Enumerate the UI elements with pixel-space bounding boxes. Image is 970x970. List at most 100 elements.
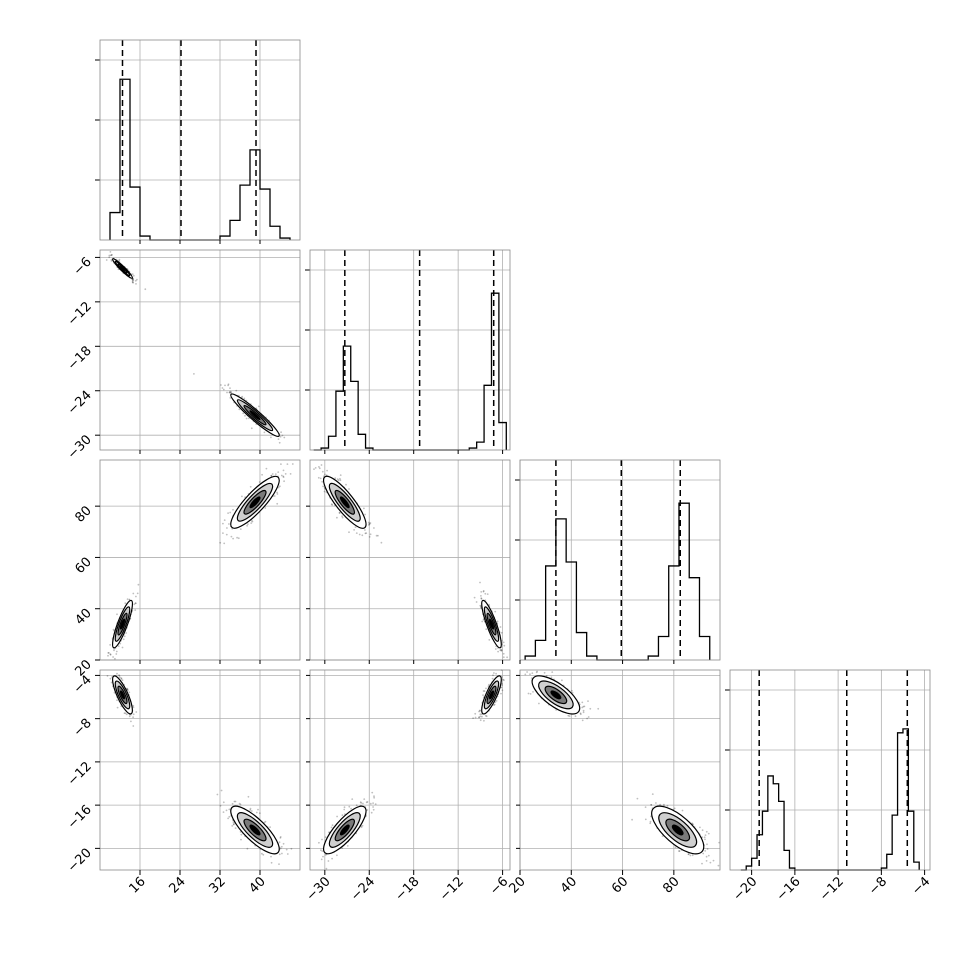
scatter-point <box>121 646 124 649</box>
x-tick-label: 32 <box>207 874 229 896</box>
contour-level <box>488 690 495 700</box>
scatter-point <box>313 468 315 470</box>
scatter-point <box>493 672 495 674</box>
scatter-point <box>336 815 338 818</box>
scatter-point <box>369 522 372 524</box>
scatter-point <box>631 818 633 821</box>
scatter-point <box>571 689 573 692</box>
scatter-point <box>500 649 503 652</box>
scatter-point <box>248 417 250 420</box>
scatter-point <box>484 714 487 717</box>
scatter-point <box>232 823 235 825</box>
scatter-point <box>108 254 111 257</box>
scatter-point <box>702 852 705 855</box>
scatter-point <box>318 467 321 470</box>
scatter-point <box>473 596 476 599</box>
scatter-point <box>661 835 664 837</box>
x-tick-label: 60 <box>609 874 631 896</box>
scatter-point <box>361 824 364 827</box>
scatter-point <box>581 701 584 704</box>
y-tick-label: −12 <box>65 759 95 789</box>
scatter-panel-3-2 <box>519 669 721 871</box>
scatter-point <box>363 798 366 800</box>
contour-level <box>119 690 126 700</box>
contour-level <box>119 618 126 630</box>
scatter-point <box>494 648 497 650</box>
scatter-point <box>649 820 652 823</box>
scatter-point <box>246 524 249 527</box>
scatter-point <box>339 479 342 482</box>
scatter-point <box>355 804 358 807</box>
scatter-point <box>264 507 267 509</box>
scatter-point <box>247 795 250 798</box>
scatter-point <box>107 654 109 657</box>
scatter-point <box>717 864 720 867</box>
scatter-point <box>337 479 340 482</box>
scatter-point <box>589 707 592 710</box>
scatter-point <box>526 671 528 673</box>
scatter-point <box>375 534 378 537</box>
scatter-point <box>705 860 708 862</box>
scatter-point <box>233 800 236 803</box>
scatter-point <box>582 711 585 714</box>
scatter-point <box>283 436 286 439</box>
scatter-point <box>480 591 483 593</box>
scatter-point <box>500 649 503 652</box>
scatter-point <box>377 534 379 537</box>
scatter-point <box>488 683 490 686</box>
scatter-point <box>371 791 374 794</box>
scatter-point <box>276 493 279 495</box>
scatter-point <box>111 253 113 256</box>
scatter-point <box>280 463 282 465</box>
x-tick-label: −16 <box>774 874 804 904</box>
scatter-point <box>109 653 112 655</box>
scatter-point <box>124 712 127 715</box>
scatter-point <box>276 502 279 505</box>
scatter-point <box>118 258 121 261</box>
scatter-point <box>238 802 241 805</box>
scatter-point <box>362 802 364 805</box>
scatter-point <box>227 817 230 820</box>
scatter-point <box>531 672 534 674</box>
scatter-point <box>350 807 352 810</box>
scatter-point <box>374 803 377 805</box>
scatter-point <box>265 467 268 470</box>
scatter-point <box>222 801 225 804</box>
scatter-panel-2-0 <box>99 459 301 661</box>
x-tick-label: 16 <box>127 874 149 896</box>
scatter-point <box>116 613 118 616</box>
scatter-point <box>132 592 135 595</box>
scatter-point <box>320 464 323 466</box>
contour-level <box>671 824 684 836</box>
scatter-point <box>120 678 123 680</box>
scatter-point <box>132 704 135 707</box>
scatter-point <box>479 710 481 712</box>
scatter-point <box>132 278 134 281</box>
scatter-point <box>574 715 577 718</box>
scatter-point <box>118 675 121 677</box>
scatter-point <box>318 466 320 468</box>
scatter-point <box>227 383 230 386</box>
scatter-point <box>250 810 253 812</box>
scatter-point <box>524 673 527 676</box>
scatter-point <box>535 671 538 674</box>
scatter-point <box>279 485 281 488</box>
scatter-point <box>493 704 495 706</box>
scatter-point <box>321 850 324 852</box>
scatter-point <box>120 677 123 680</box>
scatter-point <box>480 595 482 597</box>
scatter-point <box>372 806 374 808</box>
contour-level <box>249 496 261 509</box>
scatter-point <box>279 837 282 839</box>
scatter-point <box>496 620 499 623</box>
scatter-point <box>321 838 323 841</box>
scatter-point <box>270 474 273 477</box>
scatter-point <box>502 656 505 659</box>
scatter-point <box>480 597 483 600</box>
scatter-point <box>132 716 135 719</box>
panel-frame <box>519 459 721 661</box>
scatter-point <box>478 710 480 713</box>
scatter-point <box>128 598 131 601</box>
scatter-point <box>326 469 328 472</box>
scatter-point <box>484 592 487 595</box>
